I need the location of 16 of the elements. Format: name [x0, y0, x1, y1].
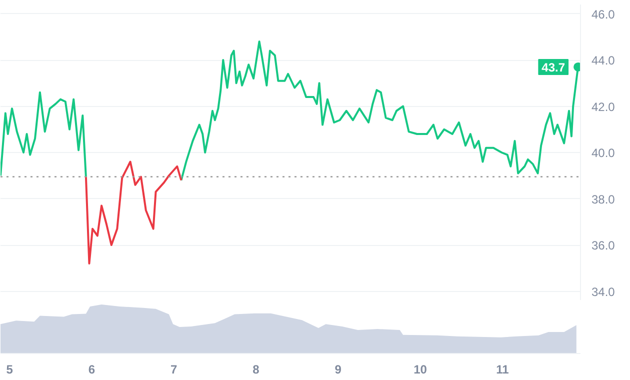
x-tick-label: 10 — [414, 362, 428, 376]
x-tick-label: 5 — [6, 362, 14, 376]
x-tick-label: 11 — [496, 362, 510, 376]
x-tick-label: 7 — [170, 362, 178, 376]
line-series — [84, 160, 182, 264]
y-tick-label: 42.0 — [592, 100, 616, 114]
x-tick-label: 9 — [334, 362, 342, 376]
y-tick-label: 44.0 — [592, 54, 616, 68]
annotation: 43.7 — [542, 60, 566, 74]
x-tick-label: 8 — [252, 362, 260, 376]
x-tick-label: 6 — [88, 362, 96, 376]
y-tick-label: 34.0 — [592, 284, 616, 299]
y-tick-label: 46.0 — [592, 7, 616, 22]
y-tick-label: 38.0 — [592, 192, 616, 206]
y-tick-label: 40.0 — [592, 146, 616, 160]
y-tick-label: 36.0 — [592, 238, 616, 252]
